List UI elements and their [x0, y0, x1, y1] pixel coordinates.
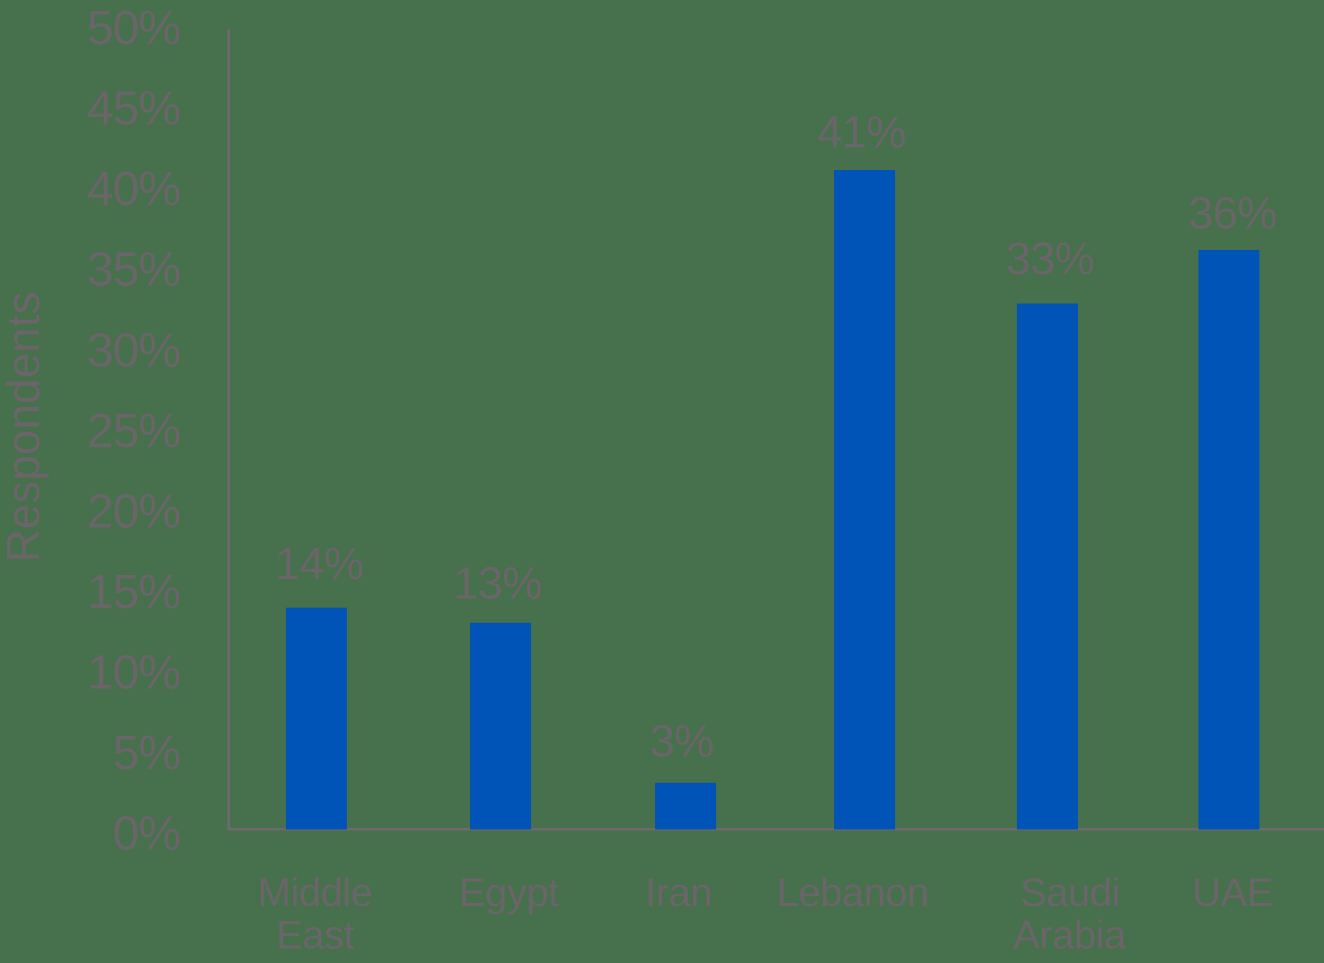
svg-text:14%: 14% [275, 538, 364, 589]
svg-text:50%: 50% [87, 2, 180, 55]
svg-text:Lebanon: Lebanon [777, 871, 929, 915]
svg-text:Iran: Iran [645, 871, 712, 915]
svg-text:41%: 41% [817, 106, 906, 157]
svg-text:45%: 45% [87, 83, 180, 136]
svg-text:10%: 10% [87, 647, 180, 700]
svg-text:40%: 40% [87, 163, 180, 216]
svg-text:35%: 35% [87, 244, 180, 297]
svg-text:25%: 25% [87, 405, 180, 458]
svg-text:36%: 36% [1188, 187, 1277, 238]
svg-text:20%: 20% [87, 485, 180, 538]
svg-text:Arabia: Arabia [1013, 914, 1127, 958]
svg-text:East: East [276, 914, 354, 958]
svg-text:33%: 33% [1006, 233, 1095, 284]
svg-text:Respondents: Respondents [0, 291, 49, 562]
svg-text:13%: 13% [453, 558, 542, 609]
svg-text:3%: 3% [650, 716, 714, 767]
svg-text:30%: 30% [87, 324, 180, 377]
svg-text:Middle: Middle [258, 871, 373, 915]
svg-text:15%: 15% [87, 566, 180, 619]
svg-text:5%: 5% [113, 727, 180, 780]
svg-text:Saudi: Saudi [1020, 871, 1120, 915]
svg-text:0%: 0% [113, 808, 180, 861]
svg-text:UAE: UAE [1192, 871, 1273, 915]
svg-text:Egypt: Egypt [459, 871, 559, 915]
